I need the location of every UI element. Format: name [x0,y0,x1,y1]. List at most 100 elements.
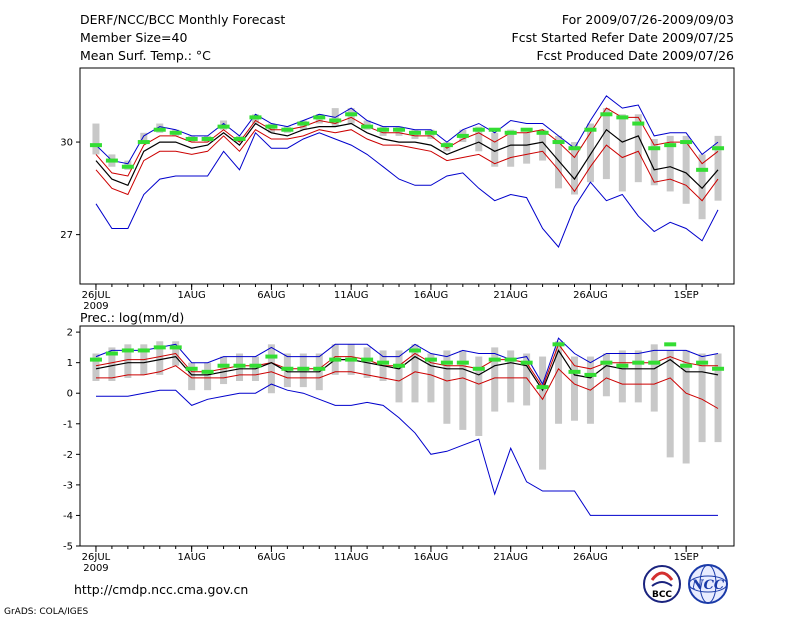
member-marker [536,130,549,135]
member-marker [488,127,501,132]
member-marker [664,143,677,148]
spread-bar [427,353,435,403]
member-marker [440,360,453,365]
x-tick-label: 11AUG [334,552,369,563]
member-marker [329,357,342,362]
member-marker [377,360,390,365]
plot-frame [79,325,735,547]
spread-bar [634,350,642,403]
member-marker [648,146,661,151]
member-marker [345,112,358,117]
x-tick-label: 1AUG [178,290,206,301]
spread-bar [443,350,451,424]
member-marker [393,363,406,368]
member-marker [616,115,629,120]
plot-frame [79,67,735,285]
spread-bar [188,362,196,391]
member-marker [584,127,597,132]
spread-bar [124,344,132,378]
member-marker [345,357,358,362]
spread-bar [539,129,547,161]
member-marker [233,363,246,368]
member-marker [249,115,262,120]
ncc-logo-text: NCC [691,578,725,593]
spread-bar [507,129,515,167]
member-marker [361,357,374,362]
member-marker [568,369,581,374]
member-marker [137,348,150,353]
series-line-mean [95,349,719,392]
member-marker [377,127,390,132]
member-marker [664,342,677,347]
fcst-started-date: Fcst Started Refer Date 2009/07/25 [512,30,735,45]
x-tick-label: 6AUG [257,552,285,563]
x-tick-label: 11AUG [334,290,369,301]
member-marker [361,124,374,129]
member-marker [281,127,294,132]
spread-bar [108,347,116,381]
spread-bar [618,350,626,403]
member-marker [632,121,645,126]
spread-bar [666,350,674,458]
member-marker [217,363,230,368]
x-tick-label: 26AUG [573,290,608,301]
spread-bar [140,132,148,143]
member-marker [233,136,246,141]
y-tick-label: 0 [67,389,73,400]
bcc-logo: BCC [643,565,681,603]
member-marker [488,357,501,362]
member-marker [632,360,645,365]
member-marker [424,357,437,362]
member-marker [552,342,565,347]
spread-bar [491,132,499,167]
spread-bar [714,353,722,443]
spread-bar [204,362,212,391]
member-marker [265,354,278,359]
x-tick-label: 1AUG [178,552,206,563]
forecast-period: For 2009/07/26-2009/09/03 [562,12,734,27]
member-marker [440,143,453,148]
member-marker [185,366,198,371]
member-marker [600,360,613,365]
y-tick-label: 2 [67,328,73,339]
member-marker [89,357,102,362]
spread-bar [634,114,642,183]
member-marker [217,124,230,129]
member-marker [408,348,421,353]
member-marker [680,140,693,145]
y-tick-label: 1 [67,358,73,369]
member-marker [456,360,469,365]
member-marker [121,164,134,169]
member-marker [456,133,469,138]
series-line-max [95,337,719,386]
series-line-lower [96,365,719,409]
x-tick-label: 21AUG [493,290,528,301]
member-marker [105,158,118,163]
series-line-min [96,383,718,516]
member-marker [153,127,166,132]
member-marker [712,366,725,371]
member-marker [201,136,214,141]
x-tick-label: 26JUL [82,290,111,301]
spread-bar [602,353,610,397]
precip-panel-title: Prec.: log(mm/d) [80,310,184,325]
member-marker [648,360,661,365]
x-tick-label: 21AUG [493,552,528,563]
spread-bar [570,142,578,195]
spread-bar [220,356,228,385]
member-marker [281,366,294,371]
member-marker [169,130,182,135]
x-tick-label: 1SEP [674,290,699,301]
spread-bar [267,344,275,394]
member-marker [185,136,198,141]
member-marker [472,127,485,132]
spread-bar [475,126,483,152]
x-tick-sublabel: 2009 [83,563,108,574]
member-marker [504,357,517,362]
member-marker [504,130,517,135]
member-marker [297,366,310,371]
member-marker [137,140,150,145]
series-line-lower [95,129,719,202]
